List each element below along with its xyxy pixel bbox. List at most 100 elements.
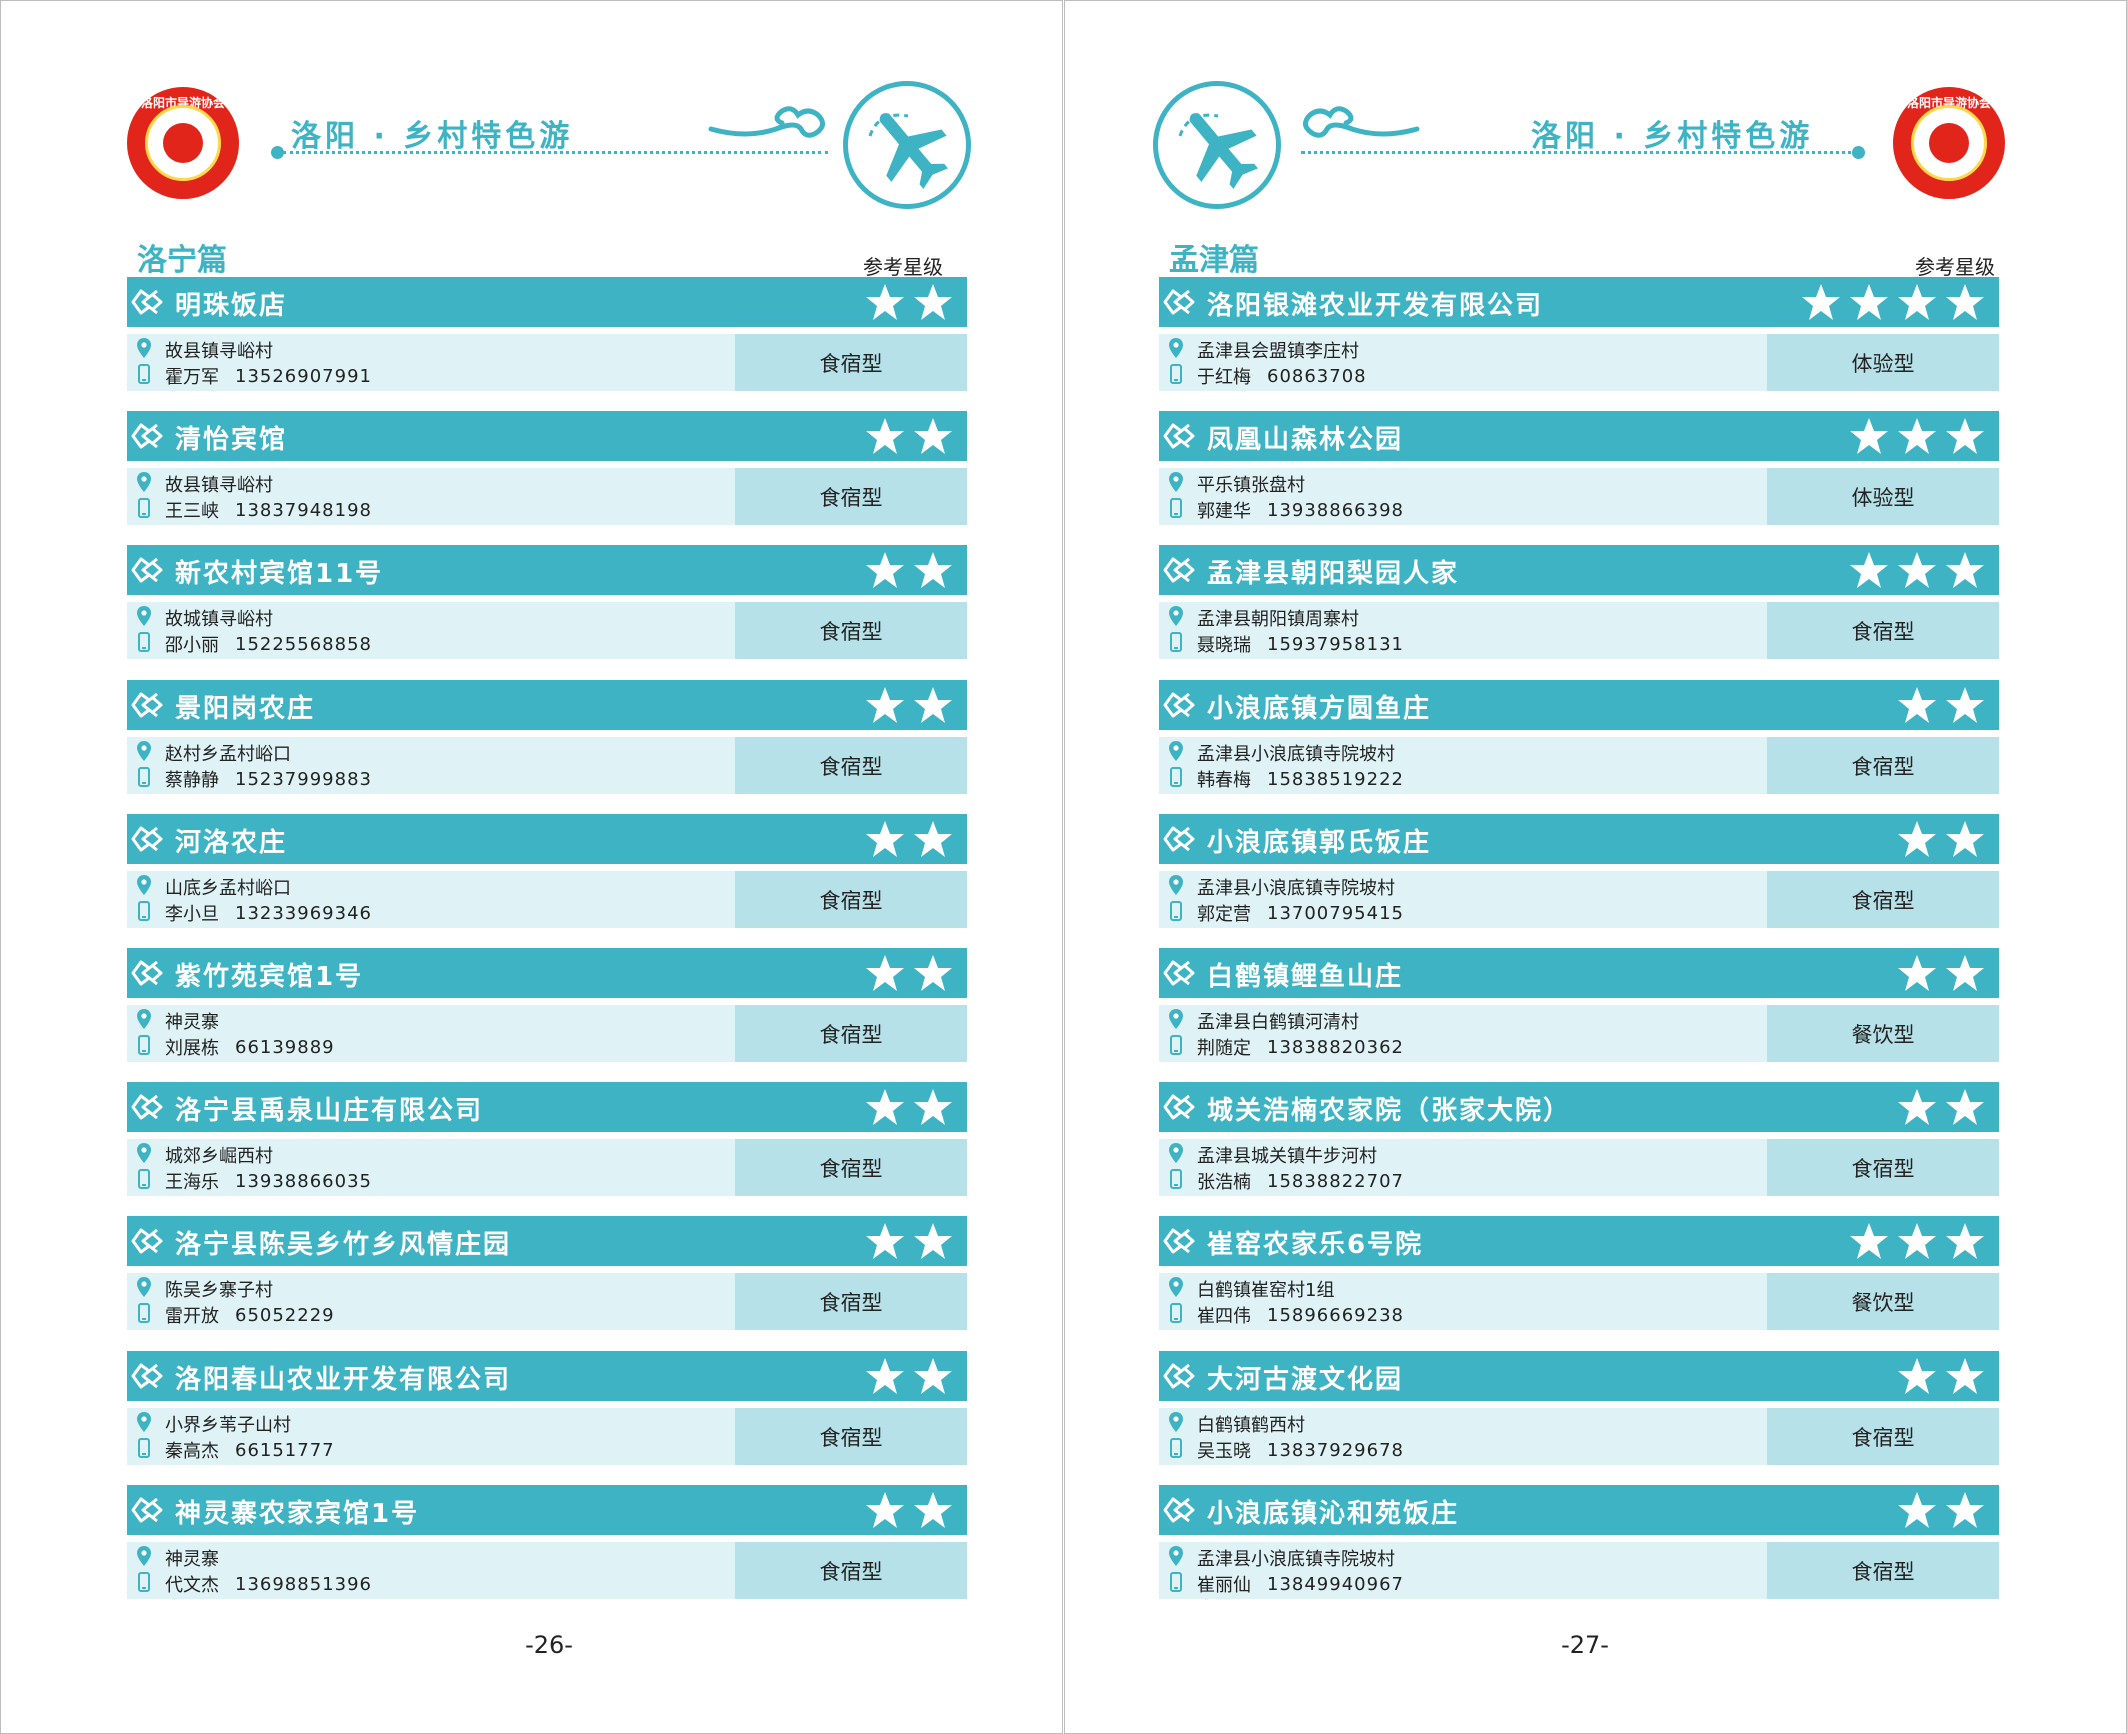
auspicious-cloud-icon [708, 106, 825, 138]
star-icon [1898, 284, 1936, 320]
entry-header: 神灵寨农家宾馆1号 [127, 1485, 967, 1535]
entry-details: 赵村乡孟村峪口 蔡静静 15237999883 食宿型 [127, 737, 967, 794]
location-pin-icon [1169, 1411, 1183, 1432]
entry-details: 孟津县朝阳镇周寨村 聂晓瑞 15937958131 食宿型 [1159, 602, 1999, 659]
chinese-knot-icon [131, 1094, 163, 1120]
contact-person: 王海乐 [165, 1172, 219, 1193]
guide-association-logo: 洛阳市导游协会 [1893, 87, 2005, 199]
contact-line: 刘展栋 66139889 [135, 1034, 335, 1060]
entry-details: 陈吴乡寨子村 雷开放 65052229 食宿型 [127, 1273, 967, 1330]
entry-type: 食宿型 [1767, 1139, 1999, 1196]
star-icon [1946, 1089, 1984, 1125]
location-pin-icon [137, 337, 151, 358]
phone-icon [138, 1168, 150, 1189]
star-rating [1801, 279, 1985, 325]
entry-header: 洛阳银滩农业开发有限公司 [1159, 277, 1999, 327]
entry-name: 神灵寨农家宾馆1号 [175, 1499, 420, 1529]
star-rating [865, 816, 953, 862]
address-text: 孟津县小浪底镇寺院坡村 [1197, 878, 1395, 899]
phone-icon [1170, 1034, 1182, 1055]
star-icon [914, 687, 952, 723]
phone-number: 15838519222 [1267, 768, 1404, 790]
entry-type: 食宿型 [735, 871, 967, 928]
chinese-knot-icon [1163, 1094, 1195, 1120]
phone-number: 13233969346 [235, 902, 372, 924]
entry-card: 孟津县朝阳梨园人家孟津县朝阳镇周寨村 聂晓瑞 15937958131 食宿型 [1159, 545, 1999, 661]
reference-stars-label: 参考星级 [1915, 255, 1995, 279]
star-icon [1898, 418, 1936, 454]
chinese-knot-icon [1163, 960, 1195, 986]
location-pin-icon [1169, 1545, 1183, 1566]
phone-icon [138, 1034, 150, 1055]
phone-icon [138, 497, 150, 518]
star-icon [1898, 1223, 1936, 1259]
entry-name: 清怡宾馆 [175, 425, 288, 455]
star-icon [866, 955, 904, 991]
star-rating [865, 1218, 953, 1264]
star-icon [914, 284, 952, 320]
address-text: 白鹤镇鹤西村 [1197, 1415, 1305, 1436]
star-rating [1849, 547, 1985, 593]
chinese-knot-icon [131, 289, 163, 315]
entry-header: 城关浩楠农家院（张家大院） [1159, 1082, 1999, 1132]
entry-card: 洛阳春山农业开发有限公司小界乡苇子山村 秦高杰 66151777 食宿型 [127, 1351, 967, 1467]
chinese-knot-icon [131, 692, 163, 718]
entry-header: 明珠饭店 [127, 277, 967, 327]
entry-details: 小界乡苇子山村 秦高杰 66151777 食宿型 [127, 1408, 967, 1465]
entry-header: 孟津县朝阳梨园人家 [1159, 545, 1999, 595]
star-icon [1898, 1089, 1936, 1125]
entry-name: 景阳岗农庄 [175, 694, 316, 724]
location-pin-icon [137, 874, 151, 895]
entry-type: 食宿型 [1767, 1542, 1999, 1599]
star-icon [914, 1492, 952, 1528]
guide-association-logo: 洛阳市导游协会 [127, 87, 239, 199]
auspicious-cloud-icon [1303, 106, 1420, 138]
address-line: 白鹤镇崔窑村1组 [1167, 1276, 1334, 1302]
entry-header: 洛阳春山农业开发有限公司 [127, 1351, 967, 1401]
entry-card: 小浪底镇郭氏饭庄 孟津县小浪底镇寺院坡村 郭定营 13700795415 食宿型 [1159, 814, 1999, 930]
entry-name: 洛阳银滩农业开发有限公司 [1207, 291, 1544, 321]
star-rating [1897, 1084, 1985, 1130]
chinese-knot-icon [131, 1228, 163, 1254]
phone-number: 65052229 [235, 1304, 335, 1326]
left-page: 洛阳市导游协会 洛阳 · 乡村特色游 洛宁篇 参考星级 明珠饭店 故县镇寻峪村 霍万… [0, 0, 1063, 1734]
entry-card: 凤凰山森林公园 平乐镇张盘村 郭建华 13938866398 体验型 [1159, 411, 1999, 527]
entry-header: 河洛农庄 [127, 814, 967, 864]
star-icon [1898, 687, 1936, 723]
location-pin-icon [137, 471, 151, 492]
phone-number: 15237999883 [235, 768, 372, 790]
address-line: 孟津县小浪底镇寺院坡村 [1167, 1545, 1395, 1571]
entry-type: 食宿型 [735, 1139, 967, 1196]
chinese-knot-icon [1163, 1497, 1195, 1523]
entry-card: 崔窑农家乐6号院 白鹤镇崔窑村1组 崔四伟 15896669238 餐饮型 [1159, 1216, 1999, 1332]
location-pin-icon [1169, 1142, 1183, 1163]
contact-line: 蔡静静 15237999883 [135, 766, 372, 792]
badge-text: 洛阳市导游协会 [1906, 96, 1991, 110]
chinese-knot-icon [1163, 1363, 1195, 1389]
entry-details: 白鹤镇崔窑村1组 崔四伟 15896669238 餐饮型 [1159, 1273, 1999, 1330]
contact-line: 荆随定 13838820362 [1167, 1034, 1404, 1060]
star-icon [1850, 1223, 1888, 1259]
chinese-knot-icon [131, 1363, 163, 1389]
phone-number: 15225568858 [235, 633, 372, 655]
star-icon [914, 552, 952, 588]
airplane-badge [843, 81, 971, 209]
address-line: 孟津县小浪底镇寺院坡村 [1167, 740, 1395, 766]
header-dotted-line [1301, 151, 1859, 154]
section-title: 洛宁篇 [137, 243, 227, 278]
contact-person: 王三峡 [165, 501, 219, 522]
airplane-icon [1178, 113, 1258, 189]
address-text: 陈吴乡寨子村 [165, 1280, 273, 1301]
airplane-icon [868, 113, 948, 189]
contact-person: 李小旦 [165, 904, 219, 925]
star-icon [866, 1358, 904, 1394]
location-pin-icon [137, 1545, 151, 1566]
entry-type: 食宿型 [735, 602, 967, 659]
address-line: 孟津县城关镇牛步河村 [1167, 1142, 1377, 1168]
contact-line: 王三峡 13837948198 [135, 497, 372, 523]
contact-person: 邵小丽 [165, 635, 219, 656]
contact-person: 张浩楠 [1197, 1172, 1251, 1193]
star-rating [865, 413, 953, 459]
address-text: 孟津县小浪底镇寺院坡村 [1197, 744, 1395, 765]
entry-header: 小浪底镇郭氏饭庄 [1159, 814, 1999, 864]
